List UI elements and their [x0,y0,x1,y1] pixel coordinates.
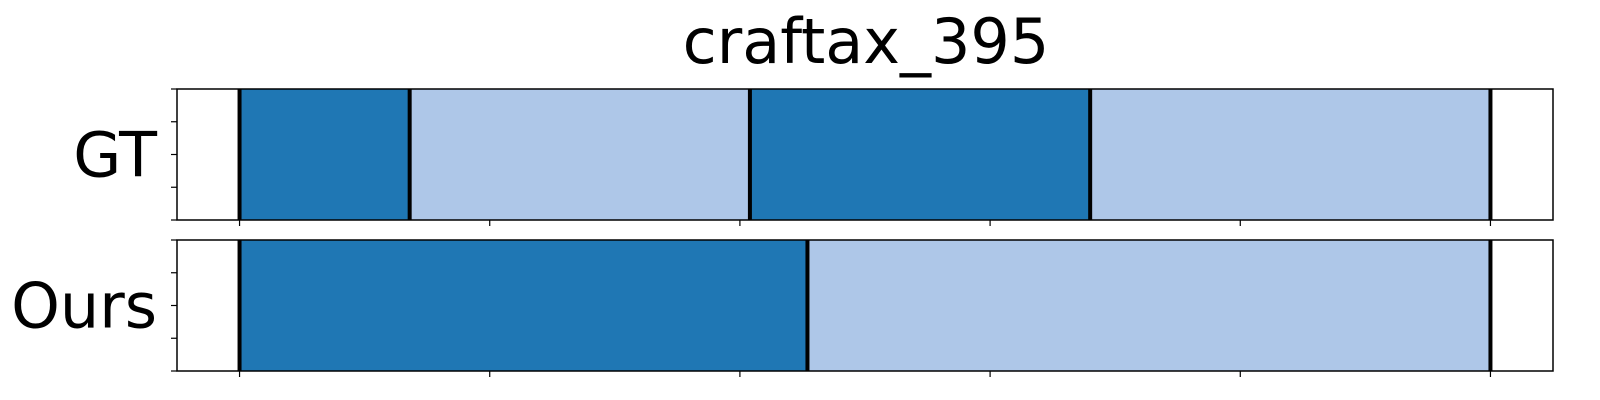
row-label-ours: Ours [11,270,157,343]
segment-0 [239,240,808,371]
row-label-gt: GT [73,119,158,192]
segment-0 [239,89,410,220]
panel-ours: Ours [11,239,1554,377]
chart-title: craftax_395 [683,5,1050,78]
segment-1 [807,240,1491,371]
panel-gt: GT [73,88,1554,226]
segment-2 [749,89,1091,220]
panels: GT Ours [11,88,1554,377]
segment-3 [1090,89,1491,220]
segment-1 [409,89,750,220]
